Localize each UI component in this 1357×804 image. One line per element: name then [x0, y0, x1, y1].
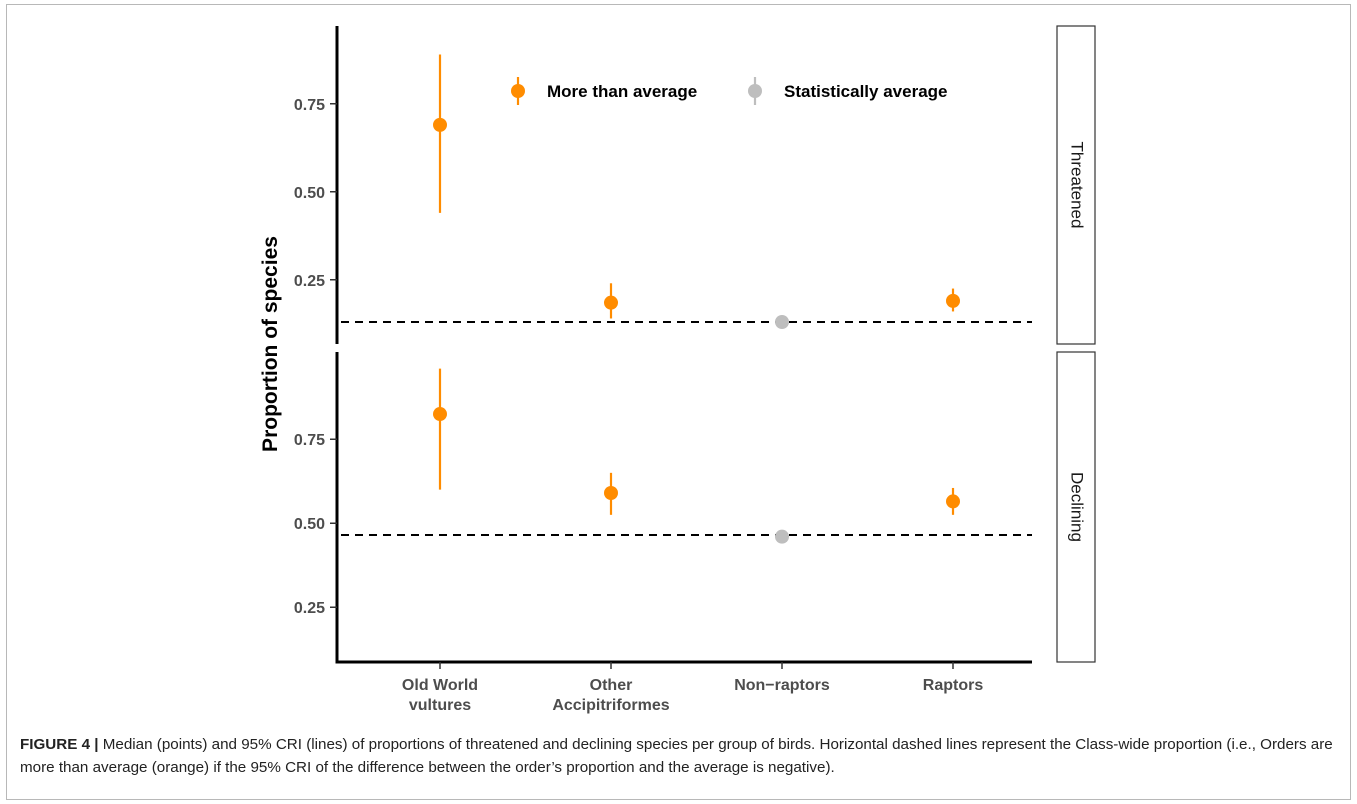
strip-label-declining: Declining	[1068, 472, 1087, 542]
figure-caption: FIGURE 4 | Median (points) and 95% CRI (…	[20, 733, 1340, 779]
strip-label-threatened: Threatened	[1068, 142, 1087, 229]
x-tick-label-2: Non−raptors	[734, 677, 830, 694]
point-threatened-1	[604, 295, 618, 310]
x-tick-label-3: Raptors	[923, 677, 984, 694]
legend-swatch-0	[511, 84, 525, 98]
legend-swatch-1	[748, 84, 762, 98]
y-tick-label-threatened-2: 0.75	[294, 97, 325, 114]
caption-label: FIGURE 4 |	[20, 736, 99, 753]
point-threatened-3	[946, 293, 960, 308]
y-tick-label-threatened-1: 0.50	[294, 185, 325, 202]
legend-label-0: More than average	[547, 82, 697, 101]
y-axis-title: Proportion of species	[259, 236, 282, 452]
faceted-chart: 0.25 0.50 0.75 Threatened 0.25 0.50 0.75 Declin…	[259, 25, 1096, 714]
x-tick-label-0: Old World vultures	[402, 677, 478, 714]
caption-text: Median (points) and 95% CRI (lines) of p…	[20, 736, 1333, 776]
point-threatened-2	[775, 315, 789, 329]
point-threatened-0	[433, 117, 447, 132]
point-declining-2	[775, 529, 789, 544]
y-tick-label-declining-2: 0.75	[294, 432, 325, 449]
strip-box-declining	[1056, 351, 1096, 663]
strip-box-threatened	[1056, 25, 1096, 345]
y-tick-label-declining-1: 0.50	[294, 516, 325, 533]
point-declining-3	[946, 494, 960, 509]
x-tick-label-1: Other Accipitriformes	[552, 677, 669, 714]
figure-frame	[6, 4, 1351, 800]
point-declining-0	[433, 407, 447, 422]
point-declining-1	[604, 486, 618, 500]
legend-label-1: Statistically average	[784, 82, 947, 101]
y-tick-label-declining-0: 0.25	[294, 600, 325, 617]
y-tick-label-threatened-0: 0.25	[294, 273, 325, 290]
